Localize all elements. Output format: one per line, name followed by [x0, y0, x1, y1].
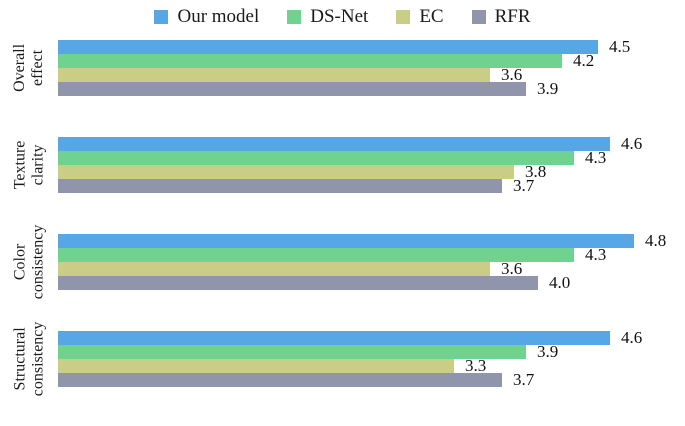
bar-our-model: [58, 137, 610, 151]
bar-ds-net: [58, 248, 574, 262]
bar-rfr: [58, 179, 502, 193]
chart-row-overall-effect: Overall effect 4.5 4.2 3.6 3.9: [0, 37, 685, 98]
value-label: 4.6: [621, 134, 643, 153]
bar-ec: [58, 262, 490, 276]
category-label-line: clarity: [28, 144, 46, 186]
value-label: 3.9: [537, 79, 559, 98]
legend-label: DS-Net: [310, 6, 369, 27]
value-label: 4.6: [621, 328, 643, 347]
bar-our-model: [58, 331, 610, 345]
bars-area: 4.5 4.2 3.6 3.9: [58, 37, 658, 98]
category-label-line: consistency: [29, 321, 46, 397]
value-label: 4.2: [573, 51, 595, 70]
bar-ds-net: [58, 151, 574, 165]
bar-ec: [58, 165, 514, 179]
bars-area: 4.6 4.3 3.8 3.7: [58, 134, 658, 195]
value-label: 3.7: [513, 176, 535, 195]
value-label: 3.3: [465, 356, 487, 375]
category-label: Overall effect: [11, 44, 47, 92]
category-label-cell: Overall effect: [0, 40, 58, 96]
value-label: 3.9: [537, 342, 559, 361]
category-label-cell: Texture clarity: [0, 137, 58, 193]
value-label: 3.8: [525, 162, 547, 181]
value-label: 4.3: [585, 148, 607, 167]
legend-item-ds-net: DS-Net: [287, 6, 368, 28]
category-label-cell: Color consistency: [0, 225, 58, 300]
bar-our-model: [58, 40, 598, 54]
value-label: 4.8: [645, 231, 667, 250]
category-label-line: Structural: [11, 327, 29, 391]
category-label-line: consistency: [29, 224, 46, 300]
bar-ec: [58, 68, 490, 82]
bar-rfr: [58, 82, 526, 96]
bars-area: 4.6 3.9 3.3 3.7: [58, 328, 658, 389]
category-label-cell: Structural consistency: [0, 322, 58, 397]
category-label-line: Texture: [11, 140, 29, 190]
value-label: 4.5: [609, 37, 631, 56]
category-label-line: Color: [11, 243, 29, 281]
bar-our-model: [58, 234, 634, 248]
chart-row-texture-clarity: Texture clarity 4.6 4.3 3.8 3.7: [0, 134, 685, 195]
category-label: Texture clarity: [11, 141, 47, 190]
legend-label: EC: [419, 6, 444, 27]
category-label-line: effect: [28, 49, 46, 87]
legend-item-our-model: Our model: [154, 6, 259, 28]
chart-plot-area: Overall effect 4.5 4.2 3.6 3.9 Texture clarity 4…: [0, 37, 685, 397]
value-label: 3.7: [513, 370, 535, 389]
bars-area: 4.8 4.3 3.6 4.0: [58, 231, 666, 292]
category-label: Structural consistency: [11, 322, 47, 397]
value-label: 3.6: [501, 65, 523, 84]
legend-color-swatch: [471, 10, 486, 24]
category-label-line: Overall: [11, 44, 29, 92]
legend-color-swatch: [396, 10, 411, 24]
legend-label: Our model: [177, 6, 260, 27]
bar-rfr: [58, 276, 538, 290]
chart-row-structural-consistency: Structural consistency 4.6 3.9 3.3 3.7: [0, 322, 685, 397]
value-label: 4.0: [549, 273, 571, 292]
chart-legend: Our model DS-Net EC RFR: [0, 0, 685, 28]
category-label: Color consistency: [11, 225, 47, 300]
chart-row-color-consistency: Color consistency 4.8 4.3 3.6 4.0: [0, 225, 685, 300]
value-label: 4.3: [585, 245, 607, 264]
legend-item-ec: EC: [396, 6, 444, 28]
bar-rfr: [58, 373, 502, 387]
bar-ds-net: [58, 345, 526, 359]
bar-ds-net: [58, 54, 562, 68]
legend-item-rfr: RFR: [471, 6, 531, 28]
legend-color-swatch: [154, 10, 169, 24]
legend-color-swatch: [287, 10, 302, 24]
bar-ec: [58, 359, 454, 373]
value-label: 3.6: [501, 259, 523, 278]
legend-label: RFR: [494, 6, 531, 27]
